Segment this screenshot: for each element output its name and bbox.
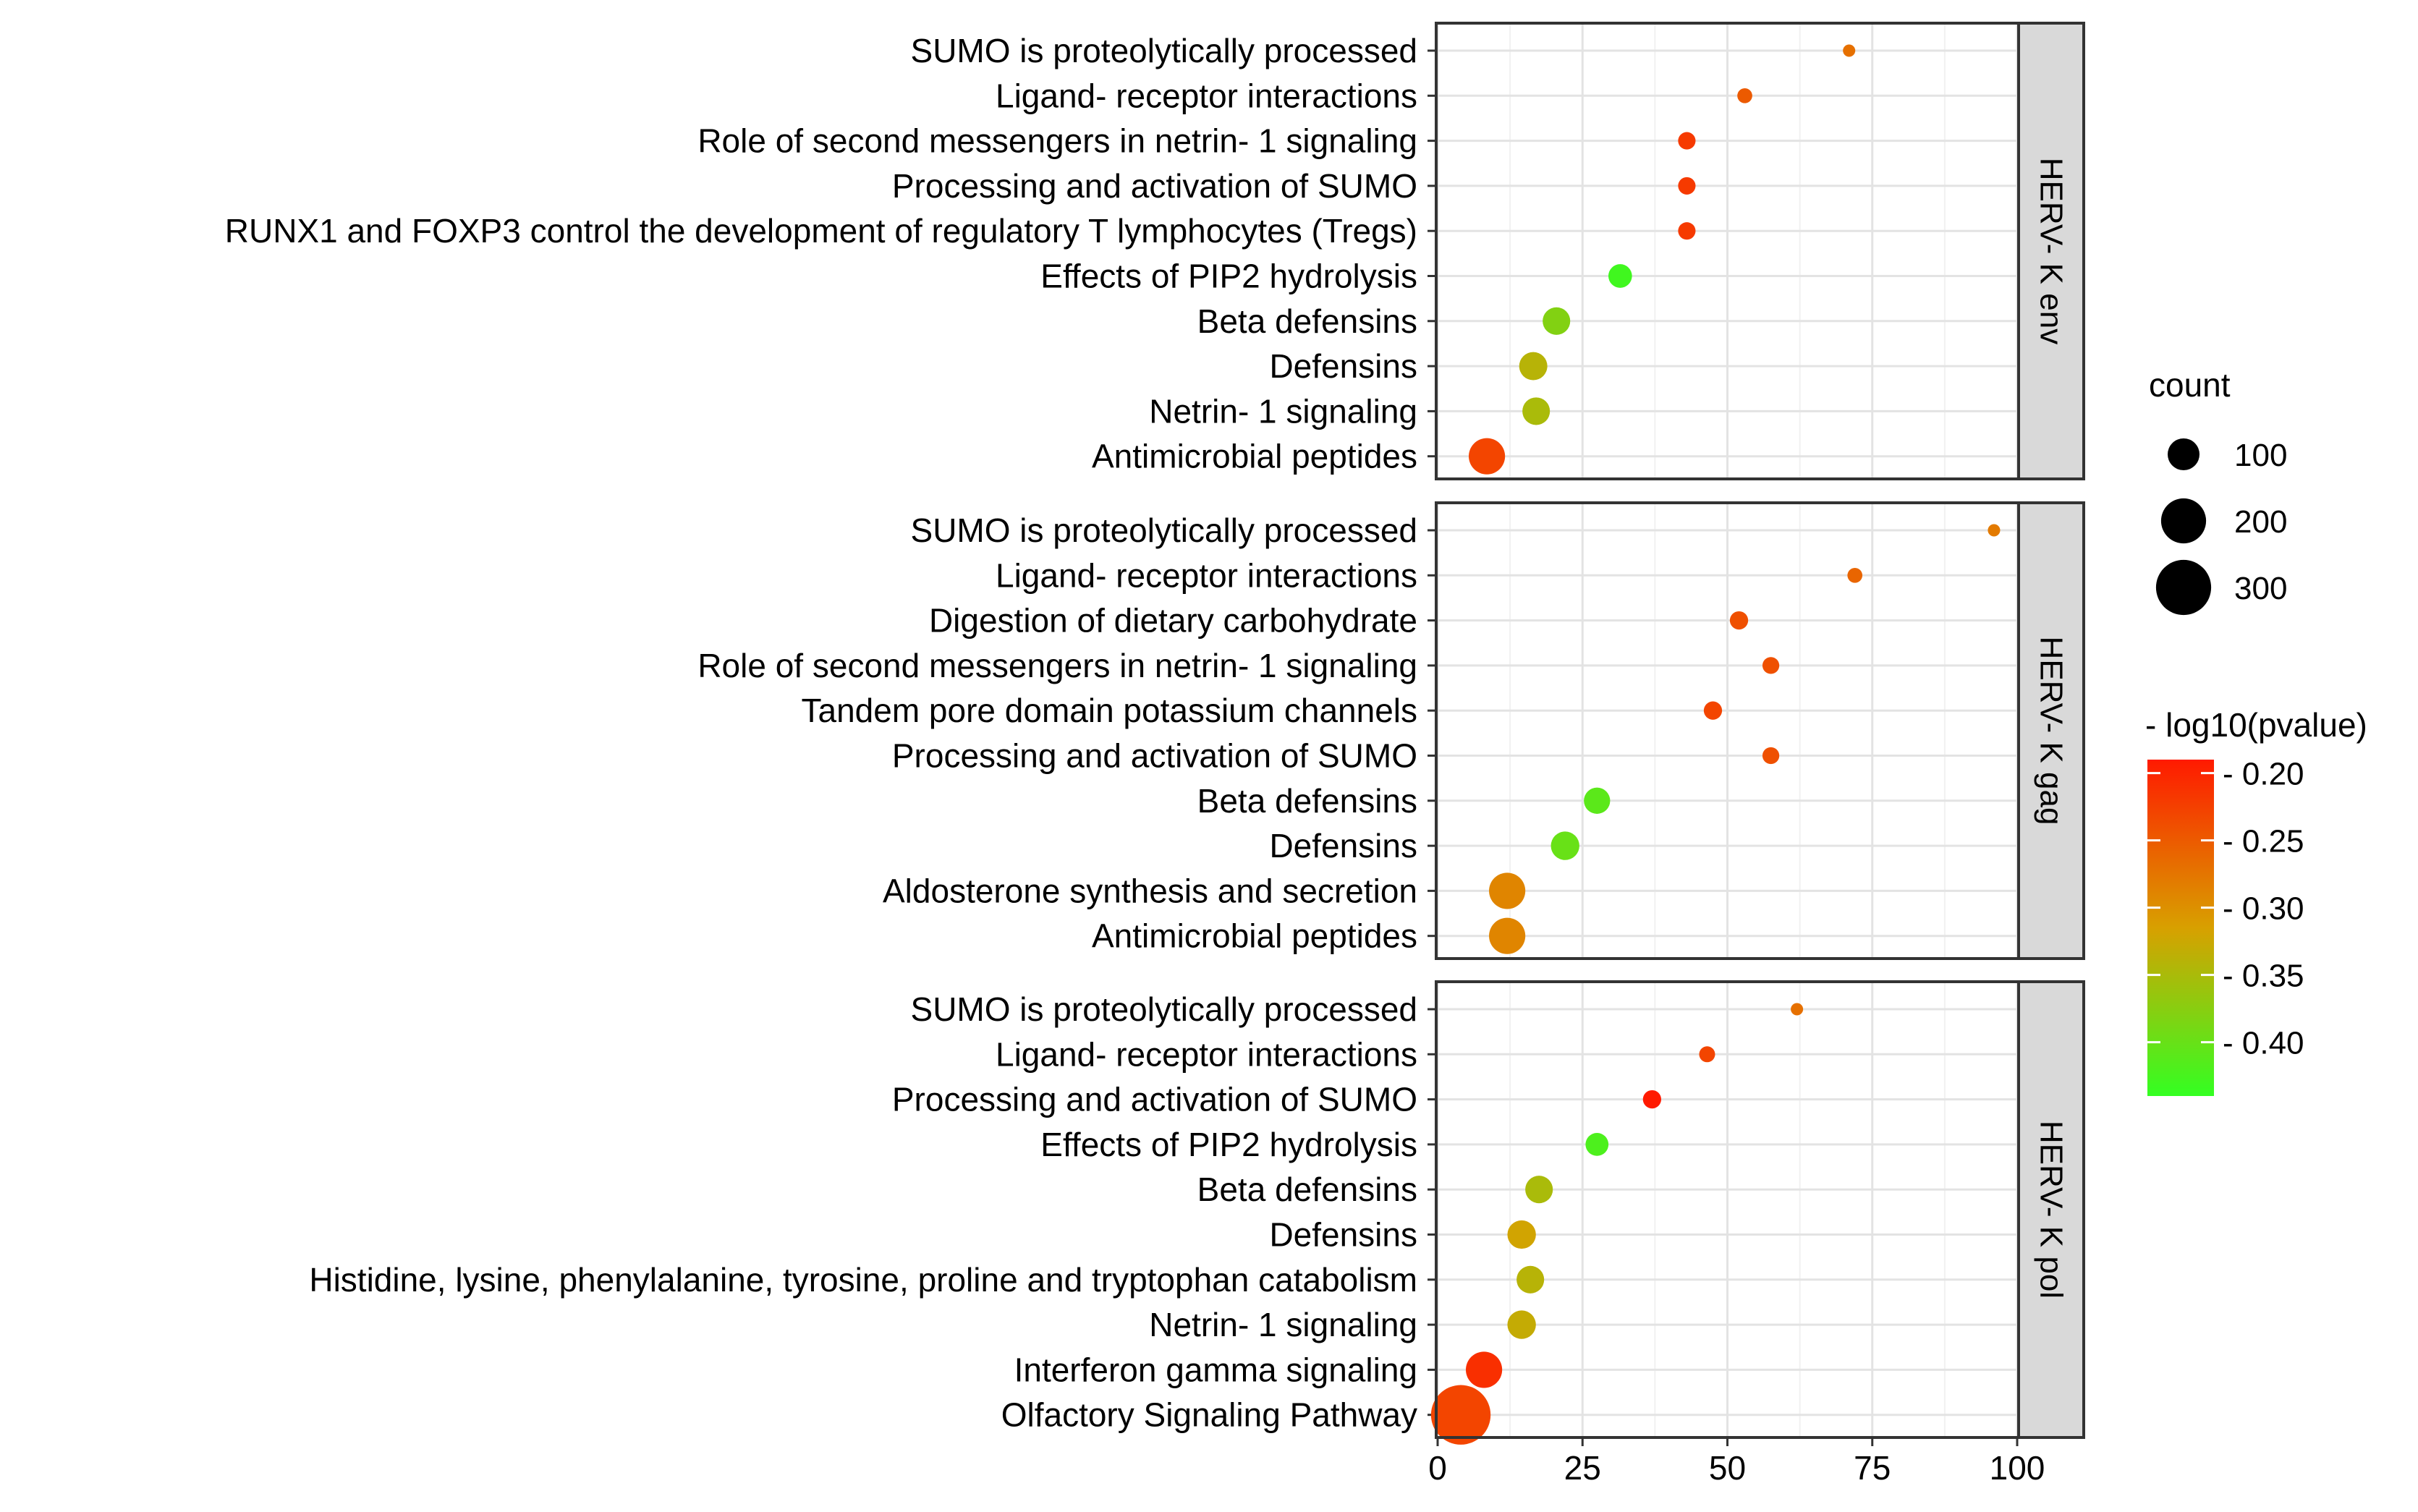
y-tick-label: Role of second messengers in netrin- 1 s… (697, 122, 1417, 160)
data-point (1507, 1310, 1536, 1339)
data-point (1507, 1220, 1536, 1249)
data-point (1678, 132, 1696, 150)
y-tick-label: Effects of PIP2 hydrolysis (1040, 1126, 1417, 1163)
data-point (1729, 611, 1749, 630)
data-point (1430, 1385, 1491, 1445)
size-legend-key (2168, 438, 2199, 470)
facet-strip-label: HERV- K env (2034, 158, 2069, 344)
data-point (1585, 1133, 1609, 1156)
facet-strip (2017, 22, 2085, 480)
colorbar (2147, 760, 2214, 1096)
data-point (1678, 177, 1696, 195)
data-point (1988, 524, 2001, 537)
y-tick-label: SUMO is proteolytically processed (911, 511, 1417, 549)
facet-panel: SUMO is proteolytically processed Ligand-… (225, 22, 2085, 480)
y-tick-label: SUMO is proteolytically processed (911, 990, 1417, 1028)
data-point (1762, 657, 1780, 674)
size-legend-key (2155, 559, 2212, 616)
data-point (1516, 1265, 1545, 1294)
facet-panel: SUMO is proteolytically processed Ligand-… (697, 501, 2085, 960)
data-point (1847, 567, 1863, 583)
colorbar-tick-label: - 0.40 (2223, 1026, 2304, 1061)
size-legend-key (2160, 498, 2207, 544)
y-tick-label: Ligand- receptor interactions (996, 1035, 1417, 1073)
data-point (1469, 438, 1506, 475)
facet-strip-label: HERV- K gag (2034, 637, 2069, 825)
y-tick-label: Ligand- receptor interactions (996, 77, 1417, 114)
data-point (1737, 88, 1752, 103)
x-axis: 0 25 50 75 100 (1428, 1437, 2045, 1487)
y-tick-label: SUMO is proteolytically processed (911, 32, 1417, 69)
data-point (1678, 222, 1696, 240)
data-point (1489, 917, 1526, 954)
y-tick-label: Ligand- receptor interactions (996, 556, 1417, 594)
data-point (1489, 872, 1526, 909)
y-tick-label: Processing and activation of SUMO (892, 167, 1417, 205)
data-point (1843, 44, 1856, 57)
y-tick-label: Netrin- 1 signaling (1149, 392, 1417, 430)
data-point (1703, 701, 1723, 720)
y-tick-label: Defensins (1269, 1216, 1417, 1254)
colorbar-tick-label: - 0.20 (2223, 757, 2304, 792)
facet-panels: SUMO is proteolytically processed Ligand-… (225, 22, 2085, 1445)
data-point (1608, 264, 1632, 288)
x-tick-label: 25 (1564, 1449, 1601, 1487)
y-tick-label: Effects of PIP2 hydrolysis (1040, 258, 1417, 295)
y-tick-label: Processing and activation of SUMO (892, 737, 1417, 775)
y-tick-label: Histidine, lysine, phenylalanine, tyrosi… (309, 1261, 1417, 1299)
y-tick-label: Netrin- 1 signaling (1149, 1306, 1417, 1343)
size-legend-title: count (2149, 366, 2231, 404)
data-point (1584, 787, 1611, 814)
data-point (1791, 1003, 1804, 1016)
x-tick-label: 50 (1709, 1449, 1746, 1487)
facet-strip-label: HERV- K pol (2034, 1121, 2069, 1299)
y-tick-label: Processing and activation of SUMO (892, 1081, 1417, 1118)
y-tick-label: Digestion of dietary carbohydrate (929, 602, 1417, 640)
y-tick-label: Antimicrobial peptides (1092, 917, 1417, 955)
data-point (1525, 1176, 1553, 1204)
y-tick-label: Antimicrobial peptides (1092, 438, 1417, 475)
size-legend-label: 100 (2234, 438, 2287, 473)
y-tick-label: Beta defensins (1197, 1171, 1417, 1208)
data-point (1465, 1351, 1503, 1388)
data-point (1543, 307, 1571, 335)
data-point (1762, 747, 1780, 765)
colorbar-tick-label: - 0.30 (2223, 891, 2304, 927)
y-tick-label: Beta defensins (1197, 782, 1417, 820)
y-tick-label: Aldosterone synthesis and secretion (883, 872, 1417, 909)
y-tick-label: Olfactory Signaling Pathway (1001, 1396, 1417, 1434)
data-point (1642, 1090, 1662, 1109)
x-tick-label: 0 (1428, 1449, 1447, 1487)
x-tick-label: 75 (1854, 1449, 1891, 1487)
y-tick-label: Defensins (1269, 827, 1417, 865)
x-tick-label: 100 (1990, 1449, 2045, 1487)
colorbar-tick-label: - 0.35 (2223, 959, 2304, 994)
size-legend-label: 300 (2234, 571, 2287, 606)
data-point (1699, 1046, 1715, 1063)
size-legend-label: 200 (2234, 504, 2287, 540)
facet-strip (2017, 501, 2085, 960)
y-tick-label: Tandem pore domain potassium channels (802, 692, 1418, 729)
color-legend-title: - log10(pvalue) (2145, 706, 2367, 744)
y-tick-label: Defensins (1269, 347, 1417, 385)
y-tick-label: Interferon gamma signaling (1014, 1351, 1417, 1388)
data-point (1522, 397, 1551, 425)
y-tick-label: Role of second messengers in netrin- 1 s… (697, 647, 1417, 684)
colorbar-tick-label: - 0.25 (2223, 824, 2304, 859)
facet-panel: SUMO is proteolytically processed Ligand-… (309, 980, 2085, 1445)
y-tick-label: RUNX1 and FOXP3 control the development … (225, 212, 1417, 250)
data-point (1551, 831, 1579, 860)
y-tick-label: Beta defensins (1197, 302, 1417, 340)
data-point (1519, 352, 1548, 381)
facet-strip (2017, 980, 2085, 1439)
